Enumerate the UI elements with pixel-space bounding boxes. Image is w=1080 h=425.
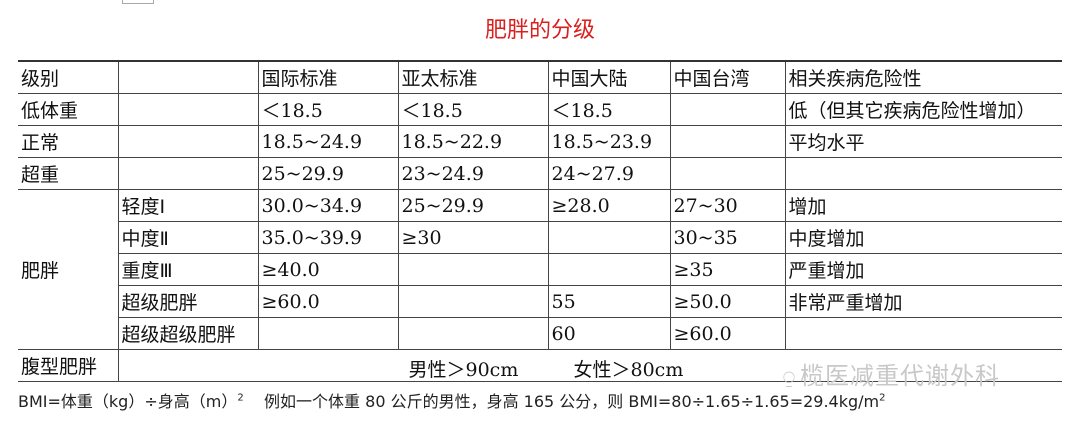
table-cell: 男性＞90cm 女性＞80cm (117, 349, 1062, 382)
table-cell: 35.0~39.9 (257, 221, 399, 254)
table-cell: 超级肥胖 (117, 285, 259, 318)
table-cell: ≥28.0 (547, 189, 671, 222)
wechat-icon: ⍜ (783, 365, 796, 389)
table-cell: 腹型肥胖 (18, 349, 119, 382)
table-cell: 中国台湾 (669, 60, 786, 94)
table-cell (397, 253, 549, 286)
table-cell: 肥胖 (18, 189, 119, 350)
table-cell: 低（但其它疾病危险性增加） (784, 93, 1062, 126)
table-cell: ≥30 (397, 221, 549, 254)
table-cell: 中度增加 (784, 221, 1062, 254)
table-cell: 23~24.9 (397, 157, 549, 190)
formula-text: BMI=体重（kg）÷身高（m） (18, 392, 238, 411)
table-cell: 24~27.9 (547, 157, 671, 190)
table-cell: 轻度Ⅰ (117, 189, 259, 222)
obesity-grade-table: 级别 国际标准 亚太标准 中国大陆 中国台湾 相关疾病危险性 低体重 ＜18.5 ＜18.5 ＜1… (18, 60, 1062, 382)
male-threshold: 男性＞90cm (408, 359, 519, 381)
table-cell (117, 157, 259, 190)
table-cell: ≥35 (669, 253, 786, 286)
table-cell: ≥60.0 (669, 317, 786, 350)
table-cell: 超级超级肥胖 (117, 317, 259, 350)
table-cell: 增加 (784, 189, 1062, 222)
table-row: 低体重 ＜18.5 ＜18.5 ＜18.5 低（但其它疾病危险性增加） (18, 93, 1062, 126)
table-cell: 超重 (18, 157, 119, 190)
table-row: 超级肥胖 ≥60.0 55 ≥50.0 非常严重增加 (18, 285, 1062, 318)
table-cell: ＜18.5 (397, 93, 549, 126)
table-cell (669, 125, 786, 158)
table-cell: ≥40.0 (257, 253, 399, 286)
table-cell: 非常严重增加 (784, 285, 1062, 318)
table-cell: 55 (547, 285, 671, 318)
table-cell (784, 157, 1062, 190)
table-cell (117, 93, 259, 126)
table-cell (117, 125, 259, 158)
table-cell (784, 317, 1062, 350)
table-cell (669, 157, 786, 190)
table-cell: 27~30 (669, 189, 786, 222)
table-cell: 相关疾病危险性 (784, 60, 1062, 94)
table-cell: 国际标准 (257, 60, 399, 94)
table-cell: 正常 (18, 125, 119, 158)
formula-exponent: 2 (237, 392, 244, 404)
table-cell: 30~35 (669, 221, 786, 254)
table-cell: 亚太标准 (397, 60, 549, 94)
table-cell: ≥60.0 (257, 285, 399, 318)
table-cell: ≥50.0 (669, 285, 786, 318)
table-cell (117, 60, 259, 94)
table-cell: 25~29.9 (257, 157, 399, 190)
table-cell: 18.5~24.9 (257, 125, 399, 158)
table-cell: 60 (547, 317, 671, 350)
abdominal-obesity-row: 腹型肥胖 男性＞90cm 女性＞80cm (18, 349, 1062, 382)
table-cell (397, 317, 549, 350)
table-cell (397, 285, 549, 318)
table-cell (669, 93, 786, 126)
table-row: 重度Ⅲ ≥40.0 ≥35 严重增加 (18, 253, 1062, 286)
female-threshold: 女性＞80cm (573, 359, 684, 381)
table-cell (257, 317, 399, 350)
table-cell: 25~29.9 (397, 189, 549, 222)
table-cell: 重度Ⅲ (117, 253, 259, 286)
table-row: 中度Ⅱ 35.0~39.9 ≥30 30~35 中度增加 (18, 221, 1062, 254)
example-exponent: 2 (879, 392, 886, 404)
watermark-text: 榄医减重代谢外科 (800, 362, 1000, 390)
table-cell: 30.0~34.9 (257, 189, 399, 222)
bmi-formula-note: BMI=体重（kg）÷身高（m）2 例如一个体重 80 公斤的男性，身高 165… (18, 388, 886, 412)
table-row: 超级超级肥胖 60 ≥60.0 (18, 317, 1062, 350)
table-row: 肥胖 轻度Ⅰ 30.0~34.9 25~29.9 ≥28.0 27~30 增加 (18, 189, 1062, 350)
table-cell: 18.5~23.9 (547, 125, 671, 158)
watermark: ⍜ 榄医减重代谢外科 (783, 356, 1000, 391)
table-cell: ＜18.5 (547, 93, 671, 126)
table-row: 超重 25~29.9 23~24.9 24~27.9 (18, 157, 1062, 190)
table-cell (547, 253, 671, 286)
table-row: 正常 18.5~24.9 18.5~22.9 18.5~23.9 平均水平 (18, 125, 1062, 158)
table-cell: 严重增加 (784, 253, 1062, 286)
table-cell: 级别 (18, 60, 119, 94)
table-cell: 中度Ⅱ (117, 221, 259, 254)
table-cell: 平均水平 (784, 125, 1062, 158)
table-cell: 低体重 (18, 93, 119, 126)
table-header-row: 级别 国际标准 亚太标准 中国大陆 中国台湾 相关疾病危险性 (18, 60, 1062, 94)
table-cell: 18.5~22.9 (397, 125, 549, 158)
table-cell (547, 221, 671, 254)
page-title: 肥胖的分级 (484, 18, 595, 43)
page-edge-mark (122, 0, 154, 4)
table-cell: ＜18.5 (257, 93, 399, 126)
table-cell: 中国大陆 (547, 60, 671, 94)
example-text: 例如一个体重 80 公斤的男性，身高 165 公分，则 BMI=80÷1.65÷… (264, 392, 880, 411)
